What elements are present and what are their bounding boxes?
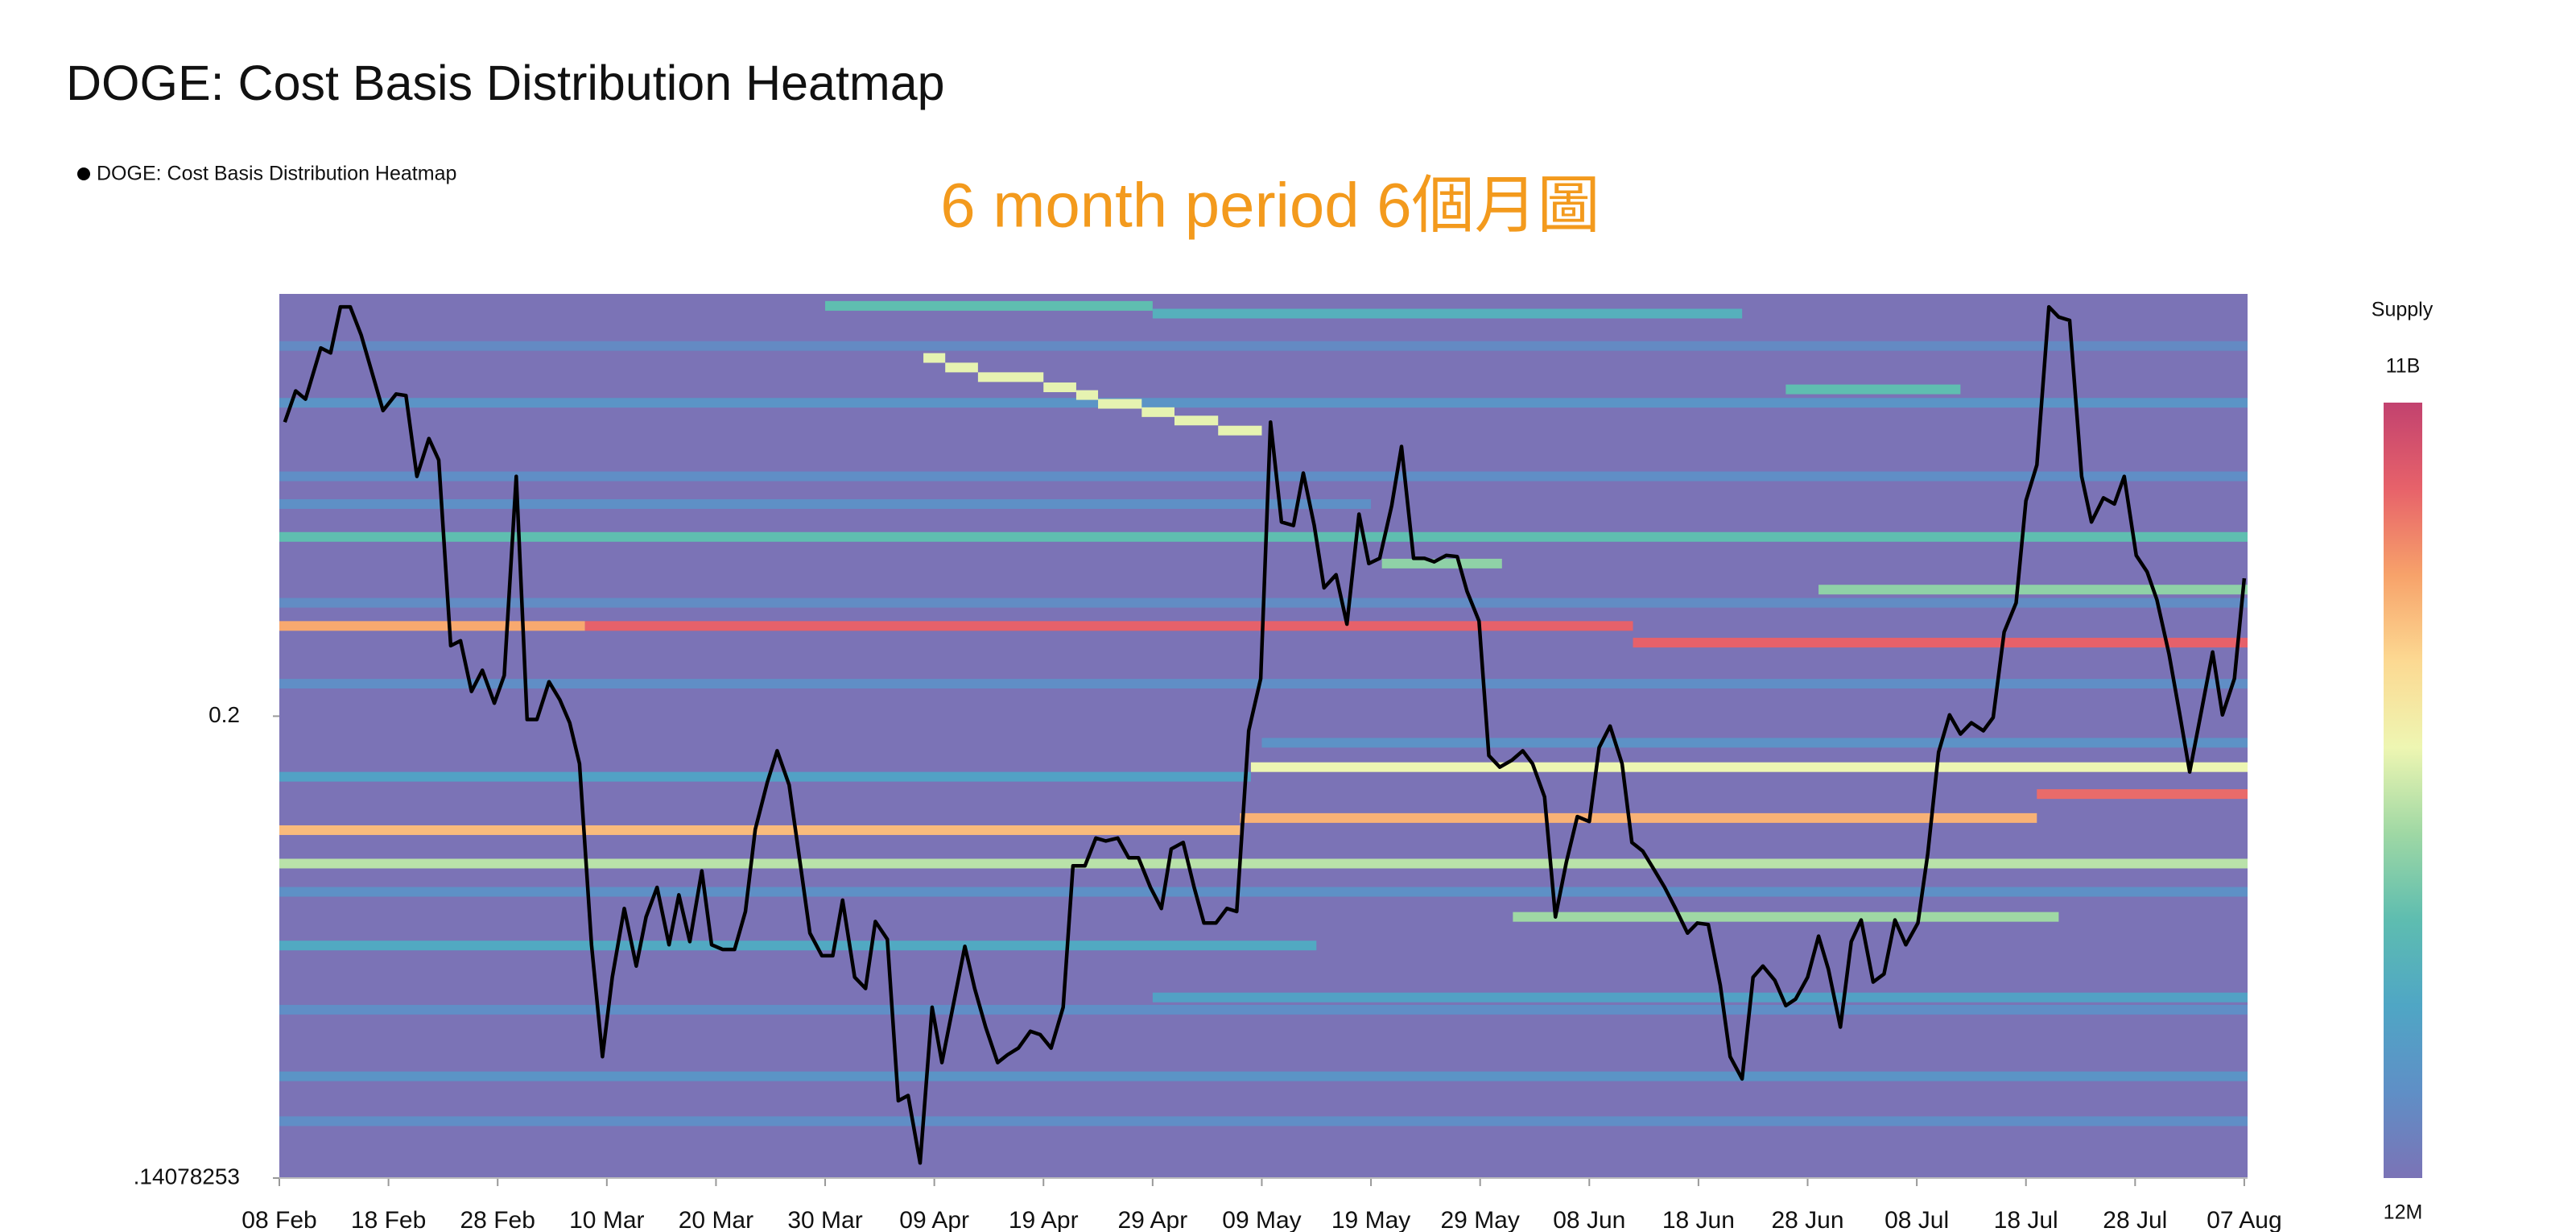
x-tick-label: 18 Feb: [351, 1207, 426, 1232]
colorbar-label: 12M: [2384, 1201, 2423, 1224]
heatmap-band: [1141, 407, 1174, 417]
x-tick-label: 09 Apr: [899, 1207, 969, 1232]
heatmap-band: [279, 941, 1317, 951]
x-tick-label: 28 Jun: [1771, 1207, 1843, 1232]
heatmap-band: [1174, 415, 1219, 426]
chart-title: DOGE: Cost Basis Distribution Heatmap: [66, 56, 945, 110]
heatmap-band: [1152, 992, 2248, 1003]
heatmap-band: [1098, 399, 1142, 409]
x-tick-label: 08 Feb: [242, 1207, 316, 1232]
heatmap-band: [584, 621, 1633, 631]
heatmap-band: [279, 1071, 2248, 1081]
x-tick-label: 18 Jun: [1662, 1207, 1735, 1232]
heatmap-band: [1240, 812, 2037, 823]
heatmap-band: [923, 353, 946, 363]
x-tick-label: 28 Jul: [2103, 1207, 2167, 1232]
x-tick-label: 07 Aug: [2207, 1207, 2281, 1232]
heatmap-band: [977, 372, 1044, 382]
x-tick-label: 10 Mar: [569, 1207, 644, 1232]
heatmap-band: [279, 341, 2248, 351]
heatmap-band: [279, 1004, 2248, 1015]
legend-marker: [77, 167, 90, 180]
heatmap-band: [279, 1116, 2248, 1127]
heatmap-band: [279, 498, 1372, 509]
y-tick-label: 0.2: [208, 702, 240, 727]
heatmap-band: [825, 300, 1153, 311]
heatmap-band: [945, 362, 978, 373]
heatmap-band: [1075, 390, 1099, 400]
heatmap-band: [279, 887, 2248, 897]
heatmap-band: [1818, 585, 2248, 595]
heatmap-band: [279, 858, 2248, 869]
heatmap-band: [279, 621, 585, 631]
heatmap-band: [1633, 638, 2248, 648]
heatmap-band: [1043, 382, 1076, 393]
heatmap-band: [1513, 912, 2059, 922]
heatmap-band: [1152, 308, 1743, 319]
heatmap-band: [1785, 384, 1961, 395]
colorbar-title: Supply: [2372, 299, 2434, 321]
heatmap-band: [279, 398, 2248, 408]
x-tick-label: 29 May: [1440, 1207, 1519, 1232]
y-tick-label: .14078253: [134, 1164, 240, 1189]
x-tick-label: 08 Jul: [1885, 1207, 1949, 1232]
x-tick-label: 19 May: [1331, 1207, 1410, 1232]
colorbar-label: 11B: [2386, 355, 2421, 378]
legend-label: DOGE: Cost Basis Distribution Heatmap: [97, 163, 456, 185]
heatmap-band: [1261, 738, 2248, 748]
x-tick-label: 28 Feb: [460, 1207, 535, 1232]
x-tick-label: 18 Jul: [1994, 1207, 2058, 1232]
heatmap-band: [279, 471, 2248, 482]
x-tick-label: 09 May: [1222, 1207, 1301, 1232]
x-tick-label: 30 Mar: [787, 1207, 862, 1232]
x-tick-label: 20 Mar: [679, 1207, 753, 1232]
heatmap-band: [279, 679, 2248, 689]
price-line: [283, 304, 2247, 1165]
heatmap-band: [279, 531, 2248, 542]
heatmap-band: [1381, 558, 1502, 568]
colorbar: [2384, 403, 2422, 1178]
heatmap-band: [279, 771, 1251, 782]
heatmap-band: [1250, 762, 2248, 772]
heatmap-band: [279, 825, 1241, 835]
heatmap-band: [1218, 425, 1262, 436]
heatmap-band: [2037, 789, 2248, 800]
annotation: 6 month period 6個月圖: [940, 170, 1600, 241]
x-tick-label: 08 Jun: [1553, 1207, 1625, 1232]
x-tick-label: 19 Apr: [1009, 1207, 1079, 1232]
x-tick-label: 29 Apr: [1117, 1207, 1187, 1232]
